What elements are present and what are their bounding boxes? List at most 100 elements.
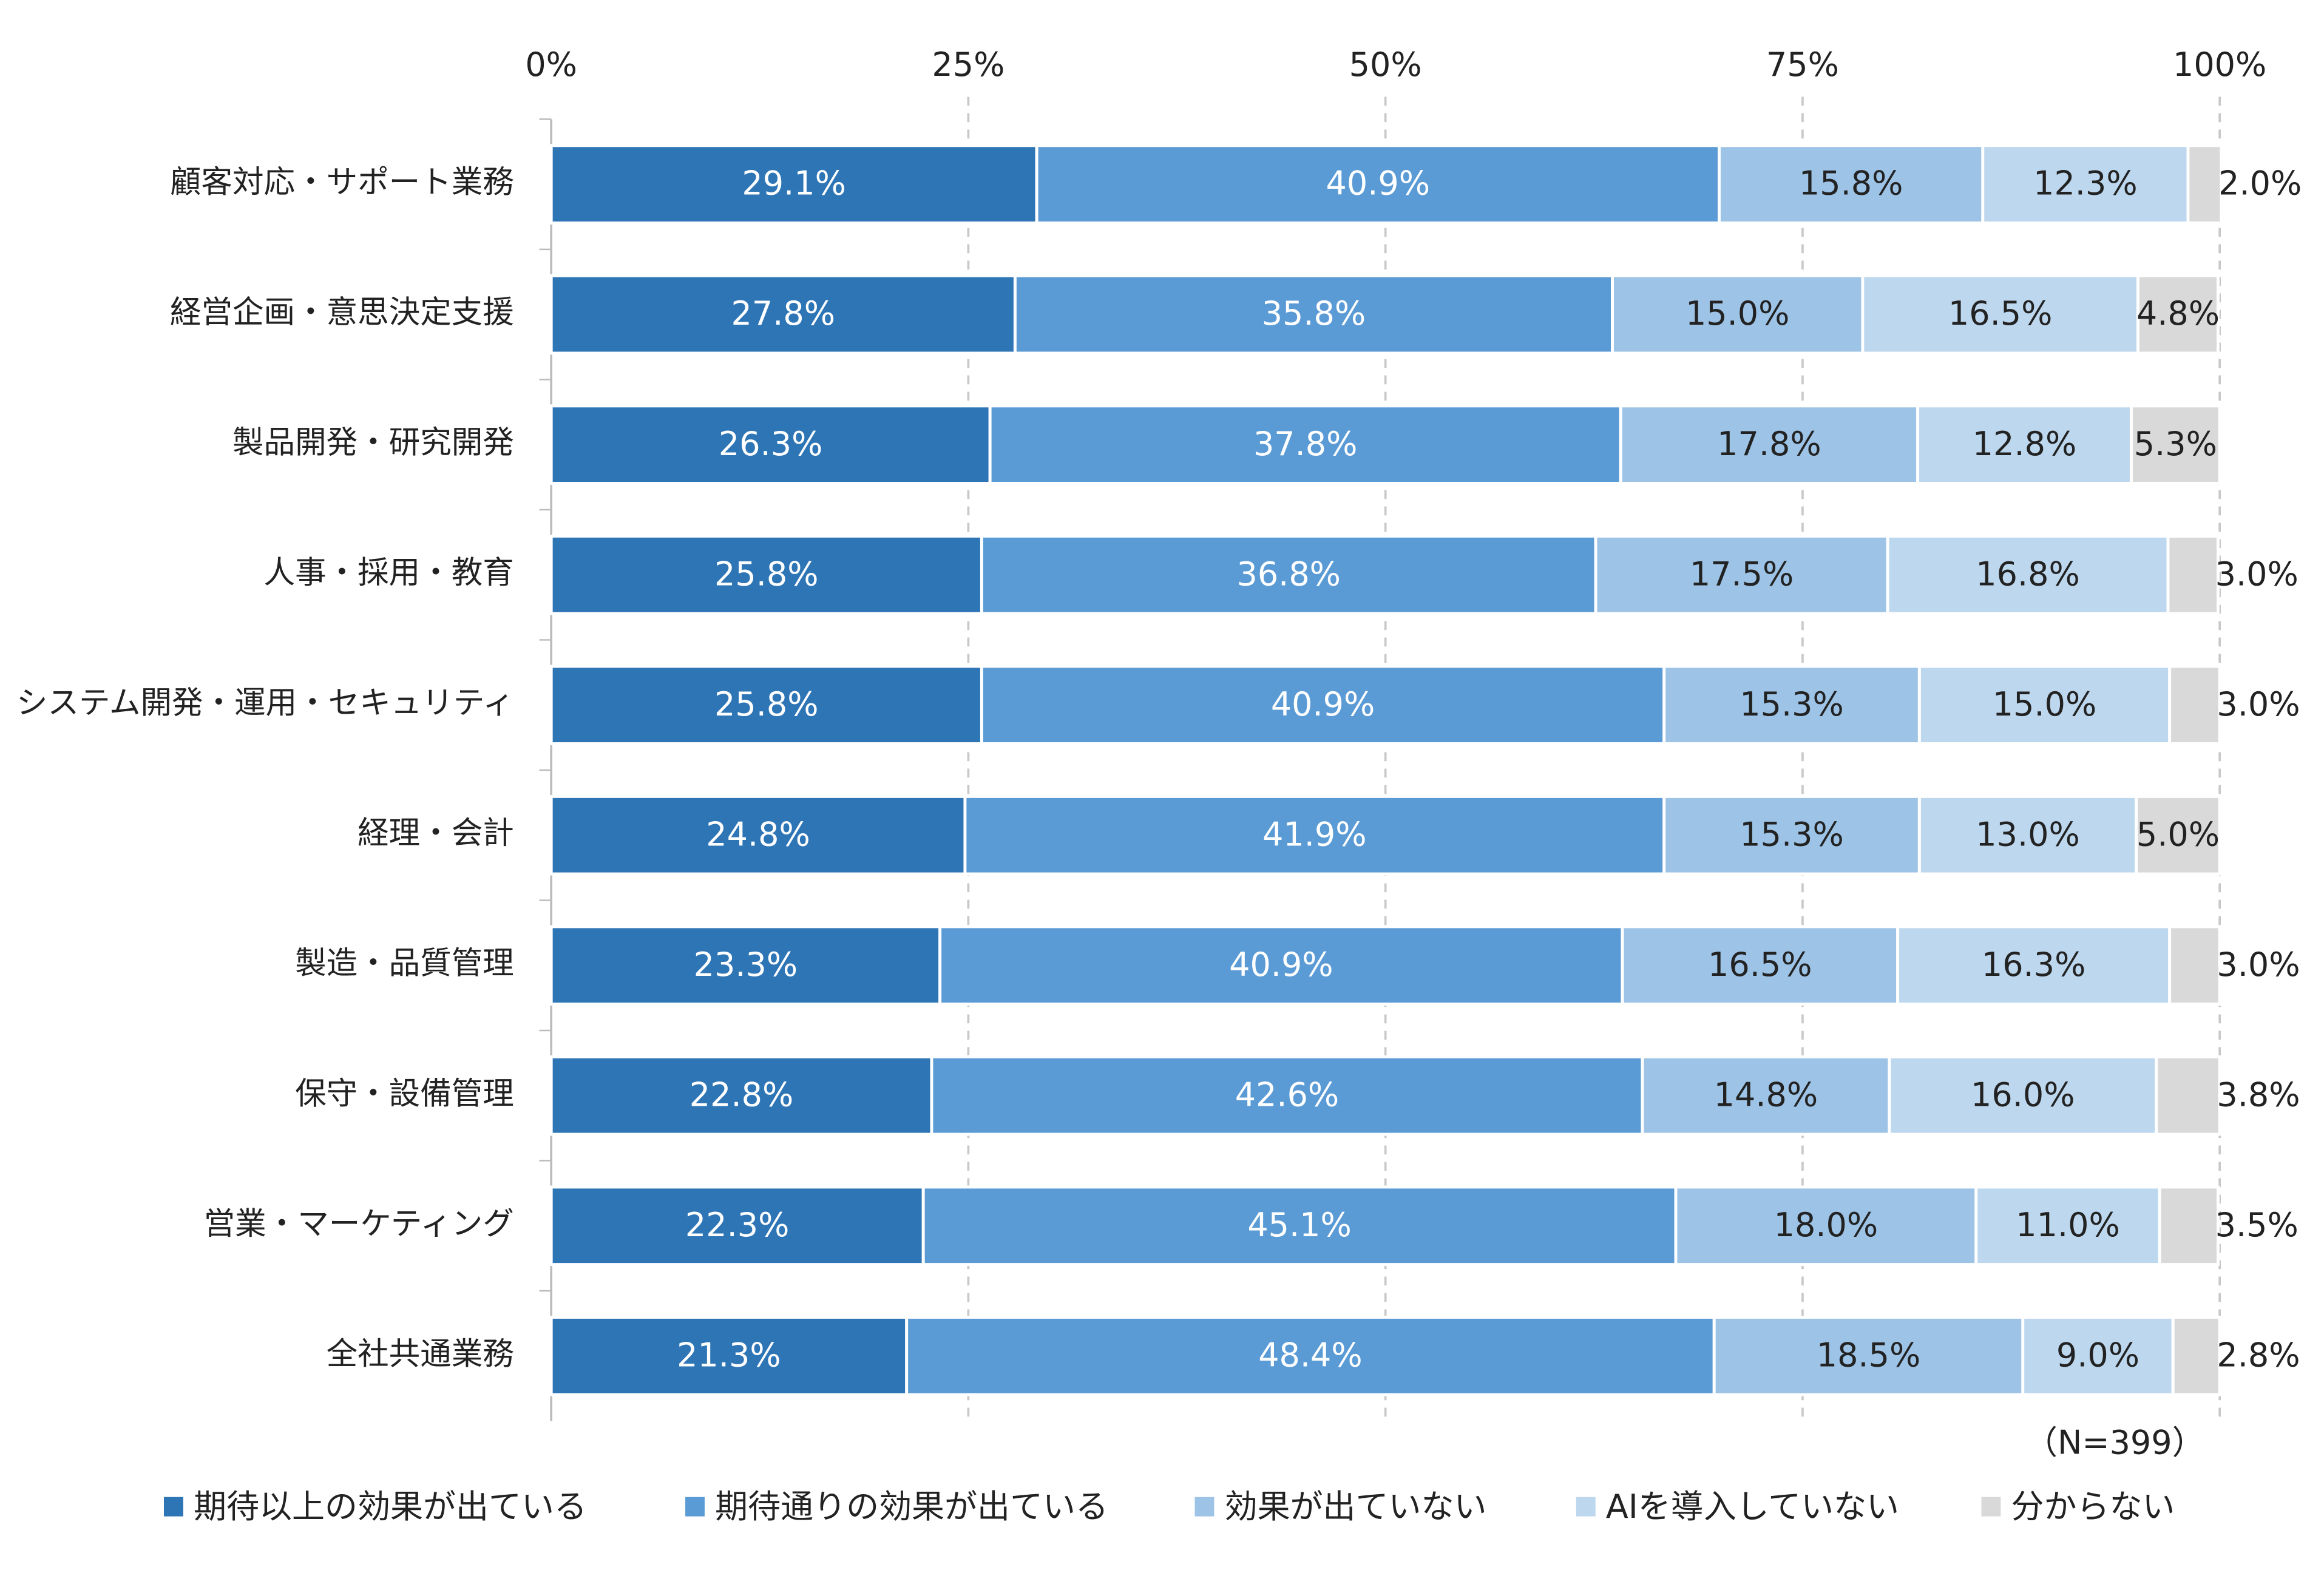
data-label: 11.0% (2016, 1206, 2119, 1244)
bar-segment (1619, 404, 1920, 485)
bar-segment (1594, 534, 1889, 615)
data-label: 3.8% (2217, 1075, 2300, 1114)
category-label: 人事・採用・教育 (264, 555, 514, 591)
category-label: 製造・品質管理 (295, 946, 514, 982)
data-label: 21.3% (677, 1336, 781, 1374)
x-tick-label: 50% (1349, 46, 1422, 84)
bar-segment (549, 144, 1038, 225)
data-label: 5.0% (2136, 815, 2220, 853)
bar-segment (1662, 665, 1921, 745)
data-label: 27.8% (731, 294, 836, 333)
data-label: 40.9% (1229, 946, 1333, 984)
bar-segment (549, 534, 983, 615)
category-label: 営業・マーケティング (204, 1206, 514, 1242)
data-label: 16.0% (1971, 1075, 2075, 1114)
data-label: 3.0% (2217, 685, 2300, 723)
bar-segment (2168, 665, 2221, 745)
bar-segment (2186, 144, 2223, 225)
bar-segment (2136, 274, 2220, 355)
legend-swatch (164, 1497, 183, 1517)
bar-segment (1886, 534, 2170, 615)
data-label: 42.6% (1235, 1075, 1339, 1114)
data-label: 18.0% (1774, 1206, 1879, 1244)
bar-segment (980, 534, 1597, 615)
legend-swatch (1194, 1497, 1215, 1517)
data-label: 37.8% (1253, 425, 1358, 463)
bar-segment (1888, 1055, 2158, 1136)
category-label: 製品開発・研究開発 (232, 425, 514, 461)
data-label: 15.3% (1740, 815, 1843, 853)
data-label: 9.0% (2056, 1336, 2139, 1374)
bar-segment (1916, 404, 2133, 485)
data-label: 13.0% (1976, 815, 2080, 853)
data-label: 3.0% (2215, 555, 2299, 593)
legend-swatch (1981, 1497, 2001, 1517)
legend-label: 期待以上の効果が出ている (194, 1487, 587, 1526)
bar-segment (1662, 794, 1921, 876)
data-label: 14.8% (1714, 1075, 1818, 1114)
bar-segment (930, 1055, 1644, 1136)
data-label: 40.9% (1326, 164, 1430, 203)
legend-swatch (1576, 1497, 1596, 1517)
category-label: 経営企画・意思決定支援 (170, 294, 514, 331)
legend-label: 期待通りの効果が出ている (715, 1487, 1108, 1526)
data-label: 45.1% (1247, 1206, 1351, 1244)
bar-segment (549, 274, 1017, 355)
category-label: 経理・会計 (357, 815, 514, 851)
data-label: 22.3% (685, 1206, 790, 1244)
data-label: 23.3% (694, 946, 798, 984)
legend-label: AIを導入していない (1606, 1487, 1899, 1526)
bar-segment (549, 1055, 933, 1136)
x-tick-label: 100% (2173, 46, 2266, 84)
bar-segment (1641, 1055, 1891, 1136)
category-label: システム開発・運用・セキュリティ (16, 685, 514, 722)
bar-segment (2155, 1055, 2221, 1136)
bar-segment (549, 794, 967, 876)
x-tick-label: 75% (1766, 46, 1839, 84)
data-label: 18.5% (1817, 1336, 1921, 1374)
bar-segment (2135, 794, 2221, 876)
data-label: 16.3% (1982, 946, 2086, 984)
bar-segment (2168, 925, 2221, 1006)
bar-segment (938, 925, 1624, 1006)
bar-segment (1896, 925, 2172, 1006)
data-label: 5.3% (2134, 425, 2217, 463)
data-label: 12.8% (1973, 425, 2077, 463)
legend-label: 分からない (2011, 1487, 2175, 1526)
bar-segment (980, 665, 1666, 745)
bar-segment (1917, 794, 2138, 876)
bar-segment (1013, 274, 1614, 355)
data-label: 16.5% (1948, 294, 2052, 333)
category-label: 全社共通業務 (327, 1336, 514, 1372)
legend-label: 効果が出ていない (1225, 1487, 1487, 1526)
data-label: 2.0% (2218, 164, 2302, 203)
bar-segment (1981, 144, 2190, 225)
data-label: 12.3% (2033, 164, 2138, 203)
data-label: 15.0% (1685, 294, 1790, 333)
data-label: 15.3% (1740, 685, 1843, 723)
bar-segment (988, 404, 1622, 485)
data-label: 36.8% (1236, 555, 1340, 593)
x-tick-label: 0% (525, 46, 577, 84)
bar-segment (963, 794, 1666, 876)
category-label: 顧客対応・サポート業務 (170, 164, 514, 201)
bar-segment (1621, 925, 1900, 1006)
data-label: 17.8% (1717, 425, 1821, 463)
data-label: 16.8% (1976, 555, 2080, 593)
bar-segment (549, 665, 983, 745)
bar-segment (921, 1185, 1678, 1267)
data-label: 22.8% (689, 1075, 794, 1114)
data-label: 15.0% (1993, 685, 2097, 723)
data-label: 15.8% (1799, 164, 1903, 203)
bar-segment (2130, 404, 2221, 485)
data-label: 3.5% (2215, 1206, 2299, 1244)
annotation: （N=399） (2025, 1423, 2205, 1461)
data-label: 17.5% (1690, 555, 1794, 593)
data-label: 41.9% (1262, 815, 1367, 853)
data-label: 4.8% (2136, 294, 2220, 333)
data-label: 35.8% (1262, 294, 1366, 333)
bar-segment (2021, 1316, 2175, 1396)
data-label: 16.5% (1708, 946, 1812, 984)
bar-segment (2158, 1185, 2220, 1267)
